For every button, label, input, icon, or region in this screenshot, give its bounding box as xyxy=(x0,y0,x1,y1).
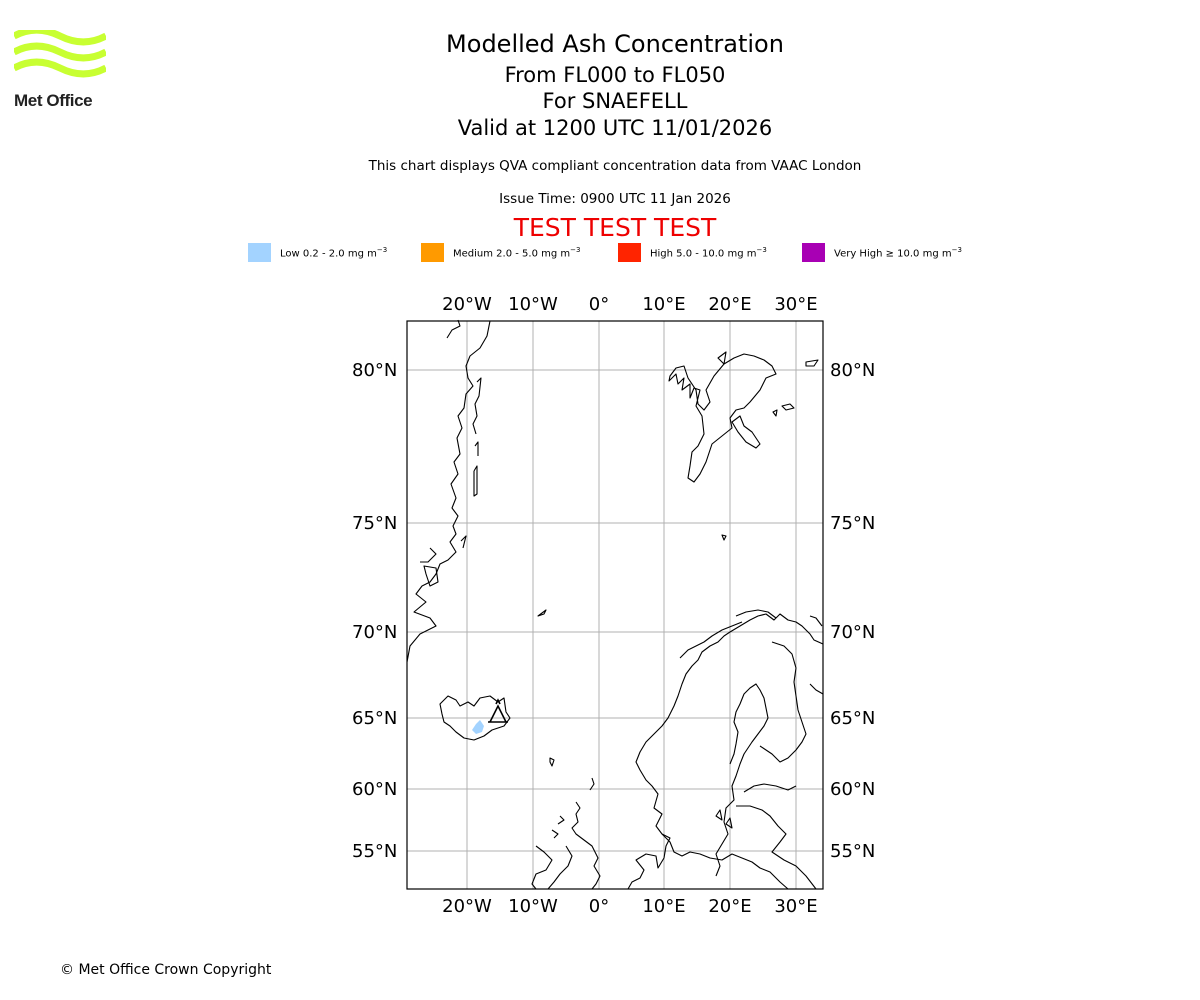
legend-label-low: Low 0.2 - 2.0 mg m−3 xyxy=(280,245,388,260)
norwegian-fjords xyxy=(679,609,823,659)
jan-mayen xyxy=(537,609,547,617)
lat-label-right-80n: 80°N xyxy=(830,360,875,381)
lat-label-right-60n: 60°N xyxy=(830,779,875,800)
lon-label-top-10w: 10°W xyxy=(508,294,558,315)
lat-label-right-55n: 55°N xyxy=(830,841,875,862)
legend-swatch-low xyxy=(248,243,271,262)
lon-label-bottom-30e: 30°E xyxy=(774,896,817,917)
lat-label-left-60n: 60°N xyxy=(352,779,397,800)
lon-label-top-20w: 20°W xyxy=(442,294,492,315)
lon-label-bottom-10e: 10°E xyxy=(642,896,685,917)
faroe-islands xyxy=(549,757,555,767)
lat-label-right-70n: 70°N xyxy=(830,622,875,643)
lat-label-right-65n: 65°N xyxy=(830,708,875,729)
chart-title: Modelled Ash Concentration xyxy=(446,30,784,58)
lat-label-right-75n: 75°N xyxy=(830,513,875,534)
baltic-coast xyxy=(715,641,807,877)
iceland-coast xyxy=(439,695,511,741)
greenland-islands xyxy=(420,377,482,587)
lon-label-bottom-20e: 20°E xyxy=(708,896,751,917)
lon-label-top-20e: 20°E xyxy=(708,294,751,315)
lon-label-top-10e: 10°E xyxy=(642,294,685,315)
lon-label-bottom-10w: 10°W xyxy=(508,896,558,917)
legend-item-medium: Medium 2.0 - 5.0 mg m−3 xyxy=(421,243,580,262)
scandinavia-coast xyxy=(627,613,824,890)
uk-coast xyxy=(531,801,601,890)
legend-item-high: High 5.0 - 10.0 mg m−3 xyxy=(618,243,767,262)
volcano-marker-symbol xyxy=(488,698,508,723)
longitude-labels: 20°W 10°W 0° 10°E 20°E 30°E 20°W 10°W 0°… xyxy=(442,294,817,917)
lat-label-left-80n: 80°N xyxy=(352,360,397,381)
shetland xyxy=(589,777,595,791)
volcano-marker xyxy=(488,698,508,723)
qva-note: This chart displays QVA compliant concen… xyxy=(368,158,862,174)
flight-levels: From FL000 to FL050 xyxy=(504,63,726,87)
legend-item-very-high: Very High ≥ 10.0 mg m−3 xyxy=(802,243,962,262)
lon-label-bottom-20w: 20°W xyxy=(442,896,492,917)
kola-coast xyxy=(809,683,824,695)
legend-swatch-high xyxy=(618,243,641,262)
ash-map: 20°W 10°W 0° 10°E 20°E 30°E 20°W 10°W 0°… xyxy=(352,294,875,917)
valid-time: Valid at 1200 UTC 11/01/2026 xyxy=(457,116,773,140)
lat-label-left-55n: 55°N xyxy=(352,841,397,862)
legend-label-medium: Medium 2.0 - 5.0 mg m−3 xyxy=(453,245,581,260)
gulf-of-finland xyxy=(736,783,817,890)
ash-cloud-low xyxy=(472,720,484,734)
bear-island xyxy=(721,534,727,541)
gotland xyxy=(715,809,733,829)
greenland-coast xyxy=(406,319,491,663)
svalbard-east xyxy=(717,351,819,449)
lat-label-left-75n: 75°N xyxy=(352,513,397,534)
lat-label-left-70n: 70°N xyxy=(352,622,397,643)
test-banner: TEST TEST TEST xyxy=(513,213,717,242)
legend-item-low: Low 0.2 - 2.0 mg m−3 xyxy=(248,243,387,262)
legend-label-very-high: Very High ≥ 10.0 mg m−3 xyxy=(834,245,962,260)
graticule xyxy=(407,321,823,889)
logo-text: Met Office xyxy=(14,91,93,110)
lat-label-left-65n: 65°N xyxy=(352,708,397,729)
map-frame xyxy=(406,320,824,890)
lon-label-top-30e: 30°E xyxy=(774,294,817,315)
legend-swatch-medium xyxy=(421,243,444,262)
lon-label-bottom-0: 0° xyxy=(589,896,609,917)
svalbard-coast xyxy=(668,353,777,483)
volcano-name: For SNAEFELL xyxy=(542,89,688,113)
latitude-labels: 80°N 75°N 70°N 65°N 60°N 55°N 80°N 75°N … xyxy=(352,360,875,862)
ash-cloud xyxy=(472,720,484,734)
denmark-coast xyxy=(661,833,789,890)
issue-time: Issue Time: 0900 UTC 11 Jan 2026 xyxy=(499,191,731,207)
legend-swatch-very-high xyxy=(802,243,825,262)
coastlines xyxy=(406,319,824,890)
met-office-logo-waves-icon xyxy=(14,30,106,78)
copyright: © Met Office Crown Copyright xyxy=(60,962,272,978)
lon-label-top-0: 0° xyxy=(589,294,609,315)
legend: Low 0.2 - 2.0 mg m−3 Medium 2.0 - 5.0 mg… xyxy=(0,243,1200,265)
legend-label-high: High 5.0 - 10.0 mg m−3 xyxy=(650,245,767,260)
